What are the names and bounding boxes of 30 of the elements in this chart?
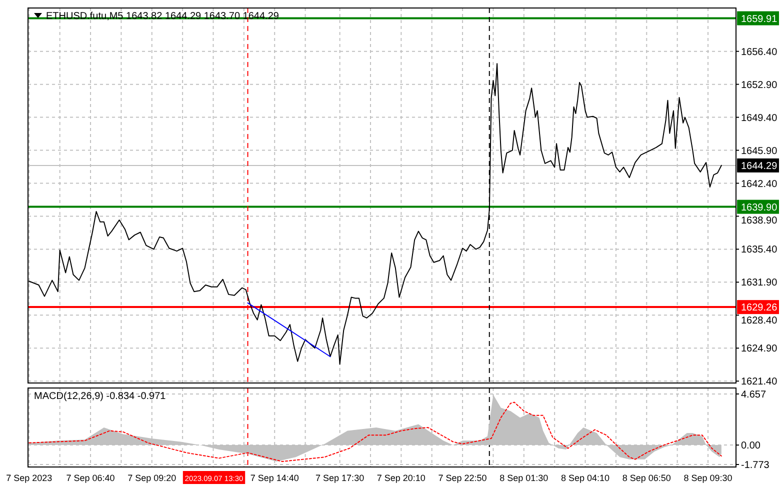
y-tick-label: 1638.90 — [741, 215, 778, 226]
x-tick-label: 8 Sep 01:30 — [500, 473, 548, 483]
y-tick-label: 4.657 — [741, 389, 766, 400]
x-tick-label: 8 Sep 09:30 — [684, 473, 732, 483]
y-tick-label: 1621.40 — [741, 376, 778, 388]
y-tick-label: 1652.90 — [741, 80, 778, 91]
ref-line-label: 1659.91 — [741, 14, 778, 25]
x-tick-label: 7 Sep 17:30 — [316, 473, 364, 483]
y-tick-label: 1656.40 — [741, 46, 778, 58]
x-tick-label: 8 Sep 06:50 — [622, 473, 671, 483]
y-tick-label: 0.00 — [741, 440, 761, 452]
y-tick-label: 1635.40 — [741, 244, 778, 256]
x-tick-label: 7 Sep 09:20 — [128, 473, 176, 483]
x-tick-label: 7 Sep 2023 — [6, 473, 52, 483]
y-tick-label: -1.773 — [741, 460, 770, 472]
x-tick-label: 7 Sep 06:40 — [66, 473, 115, 483]
ref-line-label: 1639.90 — [741, 202, 778, 214]
x-tick-label: 7 Sep 22:50 — [438, 473, 487, 483]
y-tick-label: 1645.90 — [741, 146, 778, 157]
x-tick-label: 7 Sep 14:40 — [250, 473, 299, 483]
y-tick-label: 1631.90 — [741, 278, 778, 289]
ref-line-label: 1629.26 — [741, 302, 778, 314]
y-tick-label: 1624.90 — [741, 344, 778, 355]
y-tick-label: 1649.40 — [741, 112, 778, 124]
x-tick-label: 8 Sep 04:10 — [561, 473, 610, 483]
x-tick-label: 7 Sep 20:10 — [376, 473, 426, 483]
y-tick-label: 1628.40 — [741, 316, 778, 327]
chart-title: MACD(12,26,9) -0.834 -0.971 — [34, 391, 166, 402]
ref-line-label: 1644.29 — [741, 160, 778, 172]
y-tick-label: 1642.40 — [741, 178, 778, 190]
